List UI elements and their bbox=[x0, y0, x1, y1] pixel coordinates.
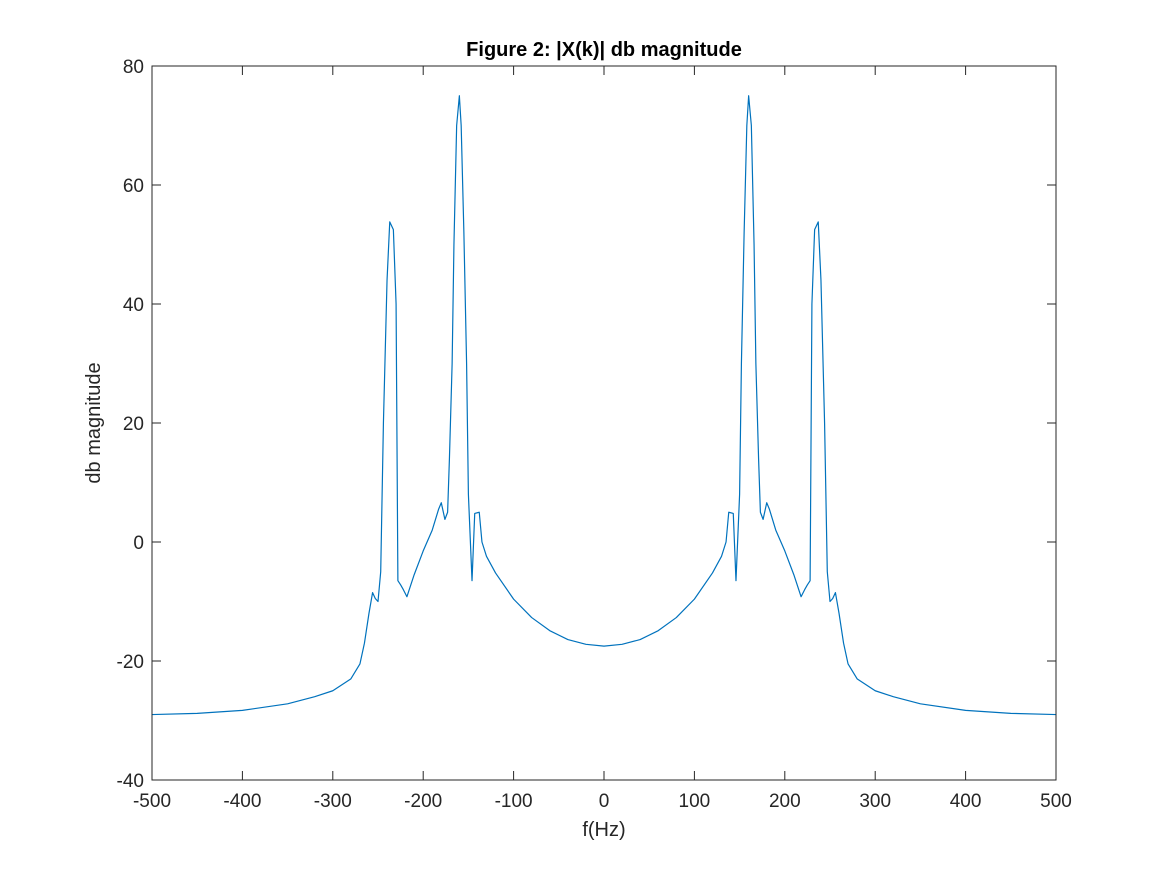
chart-title: Figure 2: |X(k)| db magnitude bbox=[466, 39, 742, 61]
y-tick-label: -20 bbox=[117, 652, 144, 673]
y-tick-label: 80 bbox=[123, 57, 144, 78]
x-tick-label: 100 bbox=[679, 791, 711, 812]
x-axis: -500 -400 -300 -200 -100 0 100 200 300 400 500 bbox=[133, 66, 1072, 812]
x-tick-label: 400 bbox=[950, 791, 982, 812]
x-tick-label: 500 bbox=[1040, 791, 1072, 812]
y-tick-label: 0 bbox=[133, 533, 144, 554]
x-tick-label: -300 bbox=[314, 791, 352, 812]
x-tick-label: -100 bbox=[495, 791, 533, 812]
plot-area bbox=[152, 66, 1056, 780]
x-tick-label: 300 bbox=[859, 791, 891, 812]
series-layer bbox=[151, 95, 1057, 716]
x-tick-label: -200 bbox=[404, 791, 442, 812]
x-tick-label: -500 bbox=[133, 791, 171, 812]
x-tick-label: -400 bbox=[223, 791, 261, 812]
x-tick-label: 200 bbox=[769, 791, 801, 812]
y-axis-label: db magnitude bbox=[83, 362, 105, 483]
series-line bbox=[151, 95, 1057, 716]
y-tick-label: 60 bbox=[123, 176, 144, 197]
y-axis: -40 -20 0 20 40 60 80 bbox=[117, 57, 1056, 792]
x-axis-label: f(Hz) bbox=[582, 819, 625, 841]
y-tick-label: -40 bbox=[117, 771, 144, 792]
y-tick-label: 20 bbox=[123, 414, 144, 435]
x-tick-label: 0 bbox=[599, 791, 610, 812]
y-tick-label: 40 bbox=[123, 295, 144, 316]
